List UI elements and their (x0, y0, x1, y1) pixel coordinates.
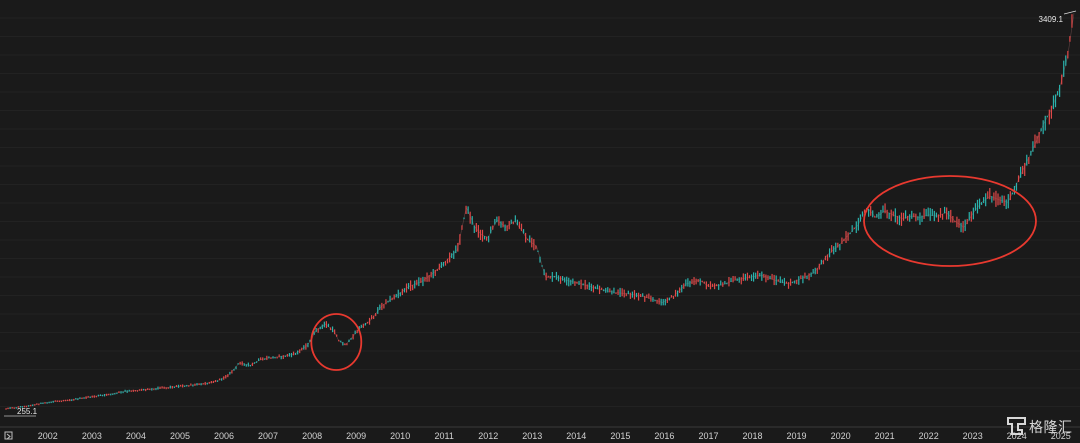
x-tick-label: 2019 (786, 431, 806, 441)
start-value-label: 255.1 (17, 407, 38, 416)
x-tick-label: 2025 (1051, 431, 1071, 441)
axis-labels: 2002 2003 2004 2005 2006 2007 2008 2009 2010 2011… (4, 10, 1077, 441)
price-series (5, 13, 1075, 410)
consolidation-ellipse (863, 175, 1037, 267)
x-tick-label: 2006 (214, 431, 234, 441)
x-tick-label: 2003 (82, 431, 102, 441)
x-tick-label: 2024 (1007, 431, 1027, 441)
x-tick-label: 2011 (435, 431, 454, 441)
x-tick-label: 2010 (390, 431, 410, 441)
x-tick-label: 2014 (566, 431, 586, 441)
brand-watermark: 格隆汇 (1007, 417, 1073, 435)
x-tick-label: 2008 (302, 431, 322, 441)
x-tick-label: 2018 (742, 431, 762, 441)
x-tick-label: 2015 (610, 431, 630, 441)
watermark-text: 格隆汇 (1029, 419, 1073, 435)
x-tick-label: 2021 (875, 431, 895, 441)
x-tick-label: 2013 (522, 431, 542, 441)
x-tick-label: 2020 (831, 431, 851, 441)
grid-lines (0, 17, 1080, 428)
x-tick-label: 2009 (346, 431, 366, 441)
crisis-circle (310, 313, 363, 371)
watermark-logo-icon (1007, 417, 1026, 435)
price-trend-line (5, 13, 1075, 409)
x-tick-label: 2004 (126, 431, 146, 441)
corner-icon (4, 431, 13, 440)
x-tick-label: 2002 (38, 431, 58, 441)
annotations (310, 175, 1037, 371)
x-tick-label: 2016 (654, 431, 674, 441)
end-value-marker (1063, 10, 1077, 15)
x-tick-label: 2022 (919, 431, 939, 441)
x-tick-label: 2017 (698, 431, 718, 441)
end-value-label: 3409.1 (1039, 15, 1064, 24)
x-tick-label: 2012 (478, 431, 498, 441)
x-tick-label: 2007 (258, 431, 278, 441)
x-tick-label: 2023 (963, 431, 983, 441)
x-tick-label: 2005 (170, 431, 190, 441)
